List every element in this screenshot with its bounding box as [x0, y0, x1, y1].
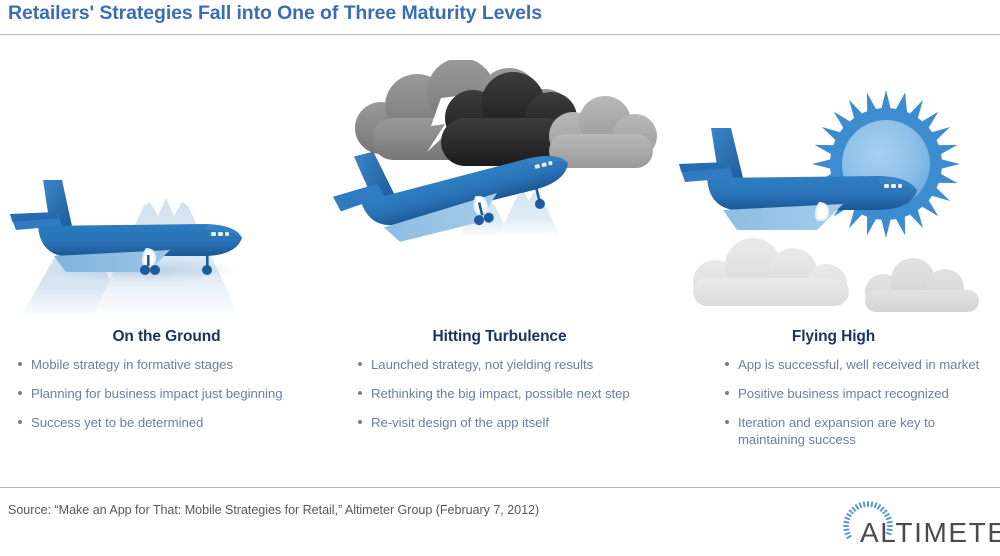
bullet-dot-icon: [18, 420, 22, 424]
cockpit-windows: [884, 184, 902, 188]
column-heading-on-the-ground: On the Ground: [112, 328, 221, 345]
bullet-text: Iteration and expansion are key to maint…: [738, 415, 935, 447]
bullet-item: Iteration and expansion are key to maint…: [725, 414, 1000, 448]
bullet-text: Re-visit design of the app itself: [371, 415, 549, 430]
illustration-plane-in-storm-clouds-with-lightning: [333, 60, 666, 318]
bullet-dot-icon: [18, 391, 22, 395]
illustration-plane-on-ground-with-mountains: [0, 60, 333, 318]
bullet-dot-icon: [358, 362, 362, 366]
bullet-item: App is successful, well received in mark…: [725, 356, 1000, 373]
bullet-dot-icon: [725, 362, 729, 366]
storm-cloud-light-gray: [549, 96, 657, 168]
logo-dotted-circle-icon: [843, 501, 893, 539]
airplane-flying-high: [679, 128, 917, 230]
bullet-item: Success yet to be determined: [18, 414, 333, 431]
bullet-text: Positive business impact recognized: [738, 386, 949, 401]
storm-cloud-dark: [441, 72, 577, 166]
bullet-item: Re-visit design of the app itself: [358, 414, 666, 431]
cloud-below-left: [693, 238, 849, 306]
maturity-level-column-hitting-turbulence: Hitting Turbulence Launched strategy, no…: [333, 60, 666, 470]
bullet-text: Mobile strategy in formative stages: [31, 357, 234, 372]
page-title: Retailers' Strategies Fall into One of T…: [8, 2, 542, 24]
lightning-bolt-icon: [427, 96, 461, 152]
logo-wordmark: ALTIMETER: [860, 517, 1000, 548]
illustration-plane-flying-above-clouds-with-sun: [667, 60, 1000, 318]
header-divider: [0, 34, 1000, 35]
bullet-text: Rethinking the big impact, possible next…: [371, 386, 630, 401]
cockpit-windows: [534, 161, 553, 169]
bullet-dot-icon: [725, 391, 729, 395]
bullet-list-flying-high: App is successful, well received in mark…: [725, 356, 1000, 460]
maturity-level-column-on-the-ground: On the Ground Mobile strategy in formati…: [0, 60, 333, 470]
bullet-text: Planning for business impact just beginn…: [31, 386, 283, 401]
landing-gear-nose: [534, 188, 545, 209]
cloud-below-right: [865, 258, 979, 312]
bullet-item: Rethinking the big impact, possible next…: [358, 385, 666, 402]
bullet-text: Success yet to be determined: [31, 415, 204, 430]
source-note: Source: “Make an App for That: Mobile St…: [8, 503, 540, 517]
bullet-list-hitting-turbulence: Launched strategy, not yielding results …: [358, 356, 666, 443]
cockpit-windows: [211, 232, 229, 236]
sun-icon: [812, 90, 960, 238]
footer-divider: [0, 487, 1000, 488]
airplane-in-turbulence: [333, 151, 568, 242]
column-heading-hitting-turbulence: Hitting Turbulence: [432, 328, 567, 345]
bullet-text: Launched strategy, not yielding results: [371, 357, 594, 372]
bullet-list-on-the-ground: Mobile strategy in formative stages Plan…: [18, 356, 333, 443]
bullet-item: Planning for business impact just beginn…: [18, 385, 333, 402]
column-heading-flying-high: Flying High: [791, 328, 876, 345]
maturity-level-column-flying-high: Flying High App is successful, well rece…: [667, 60, 1000, 470]
bullet-text: App is successful, well received in mark…: [738, 357, 980, 372]
header: Retailers' Strategies Fall into One of T…: [0, 0, 1000, 36]
airplane-on-ground: [10, 180, 242, 275]
bullet-item: Positive business impact recognized: [725, 385, 1000, 402]
bullet-item: Launched strategy, not yielding results: [358, 356, 666, 373]
landing-gear-nose: [202, 255, 212, 275]
landing-gear-main: [140, 255, 160, 275]
bullet-dot-icon: [358, 391, 362, 395]
bullet-dot-icon: [725, 420, 729, 424]
bullet-item: Mobile strategy in formative stages: [18, 356, 333, 373]
landing-gear-main: [474, 202, 494, 226]
bullet-dot-icon: [18, 362, 22, 366]
altimeter-logo: ALTIMETER: [838, 498, 1000, 550]
bullet-dot-icon: [358, 420, 362, 424]
